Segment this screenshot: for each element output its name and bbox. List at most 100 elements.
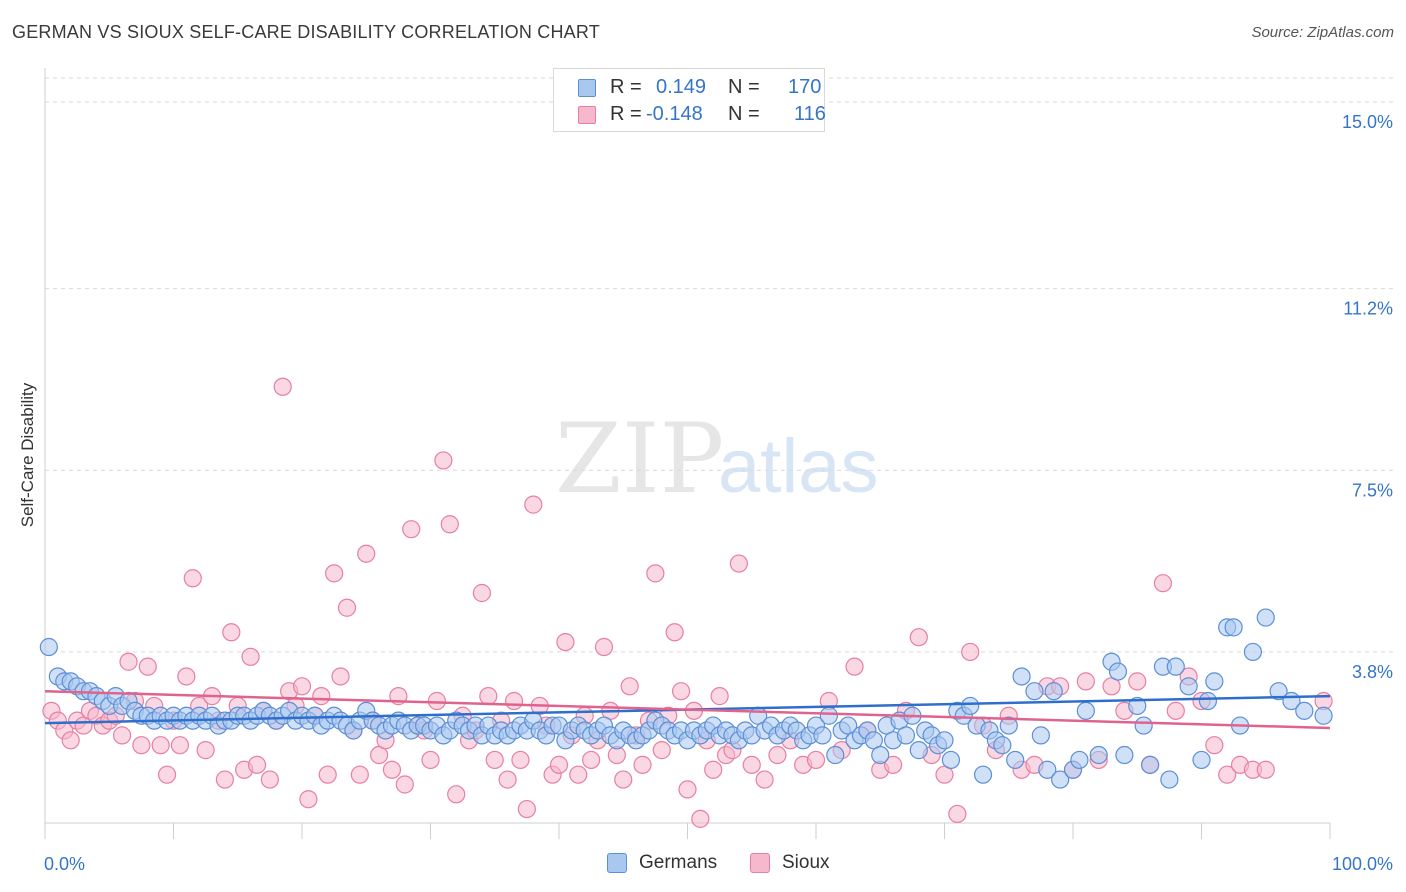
data-point-germans: [1128, 696, 1147, 716]
data-point-sioux: [646, 564, 665, 583]
data-point-sioux: [222, 623, 241, 642]
data-point-sioux: [691, 809, 710, 828]
data-point-sioux: [119, 652, 138, 671]
data-point-sioux: [671, 682, 691, 701]
data-point-germans: [1192, 750, 1211, 770]
data-point-sioux: [652, 741, 671, 760]
data-point-germans: [871, 745, 890, 765]
data-point-sioux: [556, 632, 575, 652]
data-point-sioux: [247, 755, 267, 774]
data-point-sioux: [678, 780, 697, 799]
data-point-sioux: [157, 765, 177, 784]
data-point-sioux: [440, 515, 459, 534]
y-axis-label: Self-Care Disability: [18, 382, 37, 528]
source-label: Source: ZipAtlas.com: [1251, 24, 1394, 41]
data-point-sioux: [382, 760, 402, 779]
n-value-sioux: 116: [794, 103, 826, 125]
data-point-germans: [935, 731, 954, 750]
x-tick-label-max: 100.0%: [1332, 854, 1393, 874]
y-tick-label: 11.2%: [1343, 299, 1393, 319]
data-point-sioux: [299, 790, 318, 809]
data-point-sioux: [479, 687, 498, 706]
data-point-germans: [1179, 677, 1198, 696]
data-point-germans: [1025, 682, 1044, 701]
data-point-germans: [813, 726, 832, 745]
data-point-sioux: [151, 736, 170, 755]
data-point-sioux: [170, 736, 190, 755]
germans-legend-label: Germans: [639, 852, 718, 873]
y-tick-label: 7.5%: [1352, 480, 1393, 500]
data-point-germans: [973, 765, 993, 784]
r-value-germans: 0.149: [656, 76, 707, 98]
data-point-sioux: [742, 755, 761, 774]
data-point-germans: [1269, 682, 1288, 701]
y-tick-label: 3.8%: [1352, 662, 1393, 682]
data-point-germans: [1198, 691, 1218, 711]
data-point-sioux: [569, 765, 588, 784]
data-point-sioux: [312, 687, 331, 706]
r-value-sioux: -0.148: [646, 103, 703, 125]
data-point-sioux: [447, 785, 466, 804]
data-point-sioux: [665, 623, 684, 642]
data-point-germans: [1160, 770, 1179, 789]
data-point-sioux: [768, 745, 787, 765]
data-point-germans: [826, 745, 845, 765]
data-point-sioux: [1076, 672, 1095, 691]
data-point-sioux: [183, 569, 202, 588]
data-point-sioux: [498, 770, 517, 789]
data-point-germans: [1134, 716, 1153, 735]
n-label: N =: [728, 76, 760, 98]
data-point-sioux: [806, 750, 826, 770]
sioux-legend-label: Sioux: [782, 852, 830, 873]
data-point-germans: [1256, 608, 1275, 627]
data-point-germans: [1224, 618, 1243, 637]
data-point-sioux: [337, 598, 357, 617]
data-point-germans: [1295, 701, 1314, 720]
data-point-sioux: [845, 657, 864, 676]
data-point-germans: [1031, 726, 1050, 745]
data-point-germans: [1051, 770, 1070, 789]
data-point-germans: [909, 741, 928, 760]
data-point-germans: [1038, 760, 1057, 779]
data-point-sioux: [357, 544, 376, 563]
data-point-sioux: [1218, 765, 1237, 784]
data-point-sioux: [292, 677, 312, 696]
data-point-germans: [1070, 750, 1089, 770]
data-point-sioux: [402, 520, 421, 539]
data-point-germans: [1108, 662, 1128, 681]
data-point-sioux: [1153, 574, 1173, 593]
data-point-sioux: [614, 770, 633, 789]
data-point-sioux: [112, 726, 132, 745]
n-label: N =: [728, 103, 760, 125]
data-point-germans: [1115, 745, 1134, 765]
data-point-sioux: [241, 647, 260, 666]
data-point-sioux: [273, 377, 292, 396]
data-point-sioux: [1205, 736, 1224, 755]
data-point-sioux: [260, 770, 279, 789]
germans-legend-swatch: [607, 853, 627, 873]
data-point-sioux: [633, 755, 652, 774]
data-point-germans: [1089, 745, 1108, 765]
data-point-germans: [1205, 672, 1224, 691]
data-point-germans: [1140, 755, 1160, 774]
data-point-sioux: [704, 760, 723, 779]
data-point-germans: [39, 637, 58, 657]
sioux-legend-swatch: [750, 853, 770, 873]
data-point-sioux: [485, 750, 504, 770]
trend-line-sioux: [44, 689, 1331, 730]
data-point-germans: [1166, 657, 1185, 676]
data-point-germans: [999, 716, 1018, 735]
germans-swatch: [578, 79, 596, 97]
data-point-sioux: [132, 736, 151, 755]
data-point-sioux: [421, 750, 440, 770]
data-point-germans: [941, 750, 961, 770]
watermark-atlas: atlas: [718, 424, 879, 509]
correlation-legend: R = 0.149 N = 170 R = -0.148 N = 116: [553, 68, 826, 132]
y-tick-label: 15.0%: [1342, 112, 1393, 132]
data-point-sioux: [594, 637, 614, 657]
data-point-sioux: [138, 657, 157, 676]
data-point-sioux: [61, 731, 80, 750]
data-point-germans: [993, 736, 1012, 755]
data-point-germans: [1076, 701, 1095, 720]
